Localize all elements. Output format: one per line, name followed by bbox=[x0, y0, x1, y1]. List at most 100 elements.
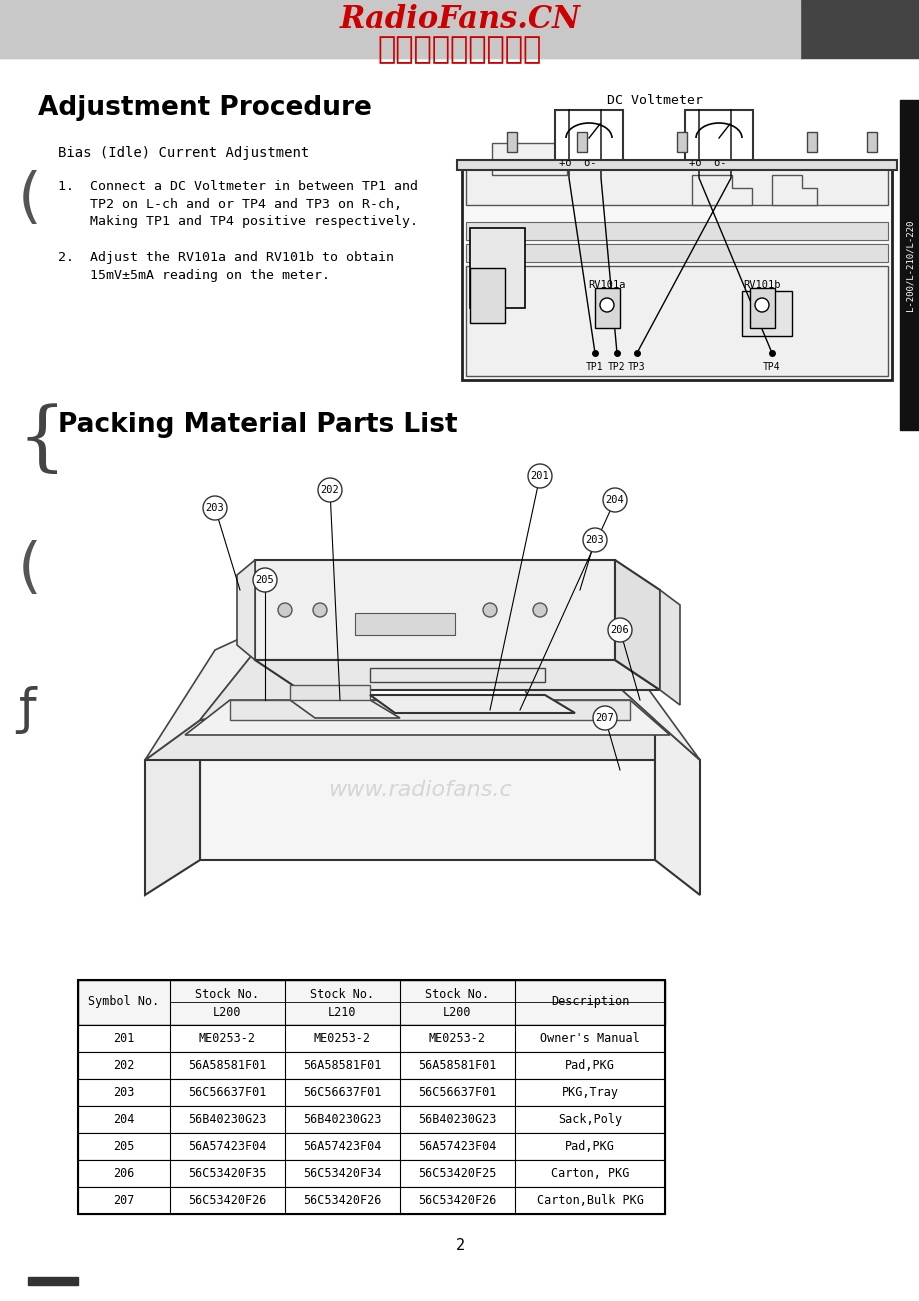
Text: TP3: TP3 bbox=[628, 362, 645, 372]
Text: Packing Material Parts List: Packing Material Parts List bbox=[58, 412, 457, 438]
Bar bbox=[492, 143, 566, 176]
Text: Pad,PKG: Pad,PKG bbox=[564, 1059, 614, 1072]
Text: 2.  Adjust the RV101a and RV101b to obtain: 2. Adjust the RV101a and RV101b to obtai… bbox=[58, 251, 393, 264]
Polygon shape bbox=[654, 719, 699, 895]
Polygon shape bbox=[550, 624, 699, 760]
Text: 203: 203 bbox=[585, 535, 604, 545]
Circle shape bbox=[607, 618, 631, 641]
Bar bbox=[457, 160, 896, 170]
Bar bbox=[78, 980, 664, 1025]
Text: {: { bbox=[18, 403, 66, 477]
Text: Sack,Poly: Sack,Poly bbox=[557, 1112, 621, 1125]
Bar bbox=[576, 131, 586, 152]
Circle shape bbox=[253, 569, 277, 592]
Polygon shape bbox=[230, 700, 630, 719]
Text: 201: 201 bbox=[113, 1032, 134, 1045]
Text: Adjustment Procedure: Adjustment Procedure bbox=[38, 95, 371, 121]
Circle shape bbox=[599, 298, 613, 312]
Text: ME0253-2: ME0253-2 bbox=[313, 1032, 370, 1045]
Text: (: ( bbox=[18, 540, 42, 600]
Polygon shape bbox=[369, 695, 574, 713]
Text: 56B40230G23: 56B40230G23 bbox=[303, 1112, 381, 1125]
Circle shape bbox=[278, 602, 291, 617]
Text: Stock No.: Stock No. bbox=[310, 987, 374, 1000]
Polygon shape bbox=[289, 700, 400, 718]
Text: 205: 205 bbox=[255, 575, 274, 585]
Bar bbox=[470, 228, 525, 308]
Text: ƒ: ƒ bbox=[18, 686, 36, 734]
Text: Symbol No.: Symbol No. bbox=[88, 995, 160, 1008]
Circle shape bbox=[602, 488, 627, 513]
Text: +o  o-: +o o- bbox=[559, 157, 596, 168]
Bar bbox=[78, 1053, 664, 1079]
Bar bbox=[78, 1106, 664, 1133]
Text: 56C53420F35: 56C53420F35 bbox=[188, 1167, 267, 1180]
Polygon shape bbox=[199, 719, 654, 860]
Text: 56C53420F25: 56C53420F25 bbox=[418, 1167, 496, 1180]
Text: ME0253-2: ME0253-2 bbox=[428, 1032, 485, 1045]
Bar bbox=[466, 265, 887, 376]
Bar bbox=[28, 1278, 78, 1285]
Text: Making TP1 and TP4 positive respectively.: Making TP1 and TP4 positive respectively… bbox=[58, 216, 417, 229]
Bar bbox=[685, 111, 752, 168]
Text: (: ( bbox=[18, 170, 42, 229]
Bar bbox=[899, 100, 919, 431]
Text: 56C56637F01: 56C56637F01 bbox=[303, 1086, 381, 1099]
Bar bbox=[866, 131, 876, 152]
Text: TP2 on L-ch and or TP4 and TP3 on R-ch,: TP2 on L-ch and or TP4 and TP3 on R-ch, bbox=[58, 198, 402, 211]
Circle shape bbox=[312, 602, 326, 617]
Text: Carton, PKG: Carton, PKG bbox=[550, 1167, 629, 1180]
Polygon shape bbox=[659, 589, 679, 705]
Bar bbox=[749, 288, 774, 328]
Text: 56C53420F26: 56C53420F26 bbox=[188, 1194, 267, 1207]
Circle shape bbox=[318, 477, 342, 502]
Bar bbox=[78, 1079, 664, 1106]
Bar bbox=[595, 288, 619, 328]
Text: 206: 206 bbox=[610, 624, 629, 635]
Text: 56C56637F01: 56C56637F01 bbox=[188, 1086, 267, 1099]
Circle shape bbox=[593, 706, 617, 730]
Text: L210: L210 bbox=[328, 1006, 357, 1019]
Polygon shape bbox=[199, 621, 349, 719]
Text: L-200/L-210/L-220: L-200/L-210/L-220 bbox=[904, 220, 913, 311]
Text: +o  o-: +o o- bbox=[688, 157, 726, 168]
Text: 56B40230G23: 56B40230G23 bbox=[188, 1112, 267, 1125]
Polygon shape bbox=[289, 686, 369, 700]
Bar bbox=[78, 980, 664, 1214]
Bar bbox=[466, 222, 887, 239]
Circle shape bbox=[583, 528, 607, 552]
Text: 1.  Connect a DC Voltmeter in between TP1 and: 1. Connect a DC Voltmeter in between TP1… bbox=[58, 180, 417, 193]
Text: L200: L200 bbox=[443, 1006, 471, 1019]
Text: 56C56637F01: 56C56637F01 bbox=[418, 1086, 496, 1099]
Polygon shape bbox=[255, 660, 659, 690]
Polygon shape bbox=[185, 700, 669, 735]
Text: TP4: TP4 bbox=[763, 362, 780, 372]
Text: 201: 201 bbox=[530, 471, 549, 481]
Text: 207: 207 bbox=[595, 713, 614, 723]
Text: Pad,PKG: Pad,PKG bbox=[564, 1140, 614, 1153]
Text: 2: 2 bbox=[455, 1237, 464, 1253]
Polygon shape bbox=[255, 559, 614, 660]
Bar bbox=[369, 667, 544, 682]
Text: 56A57423F04: 56A57423F04 bbox=[188, 1140, 267, 1153]
Text: L200: L200 bbox=[213, 1006, 242, 1019]
Bar bbox=[461, 168, 891, 380]
Text: 56C53420F34: 56C53420F34 bbox=[303, 1167, 381, 1180]
Text: Carton,Bulk PKG: Carton,Bulk PKG bbox=[536, 1194, 642, 1207]
Bar bbox=[78, 1133, 664, 1160]
Polygon shape bbox=[614, 559, 659, 690]
Bar bbox=[806, 131, 816, 152]
Bar bbox=[676, 131, 686, 152]
Text: ME0253-2: ME0253-2 bbox=[199, 1032, 255, 1045]
Bar bbox=[554, 111, 622, 168]
Text: 56A57423F04: 56A57423F04 bbox=[303, 1140, 381, 1153]
Circle shape bbox=[203, 496, 227, 520]
Circle shape bbox=[482, 602, 496, 617]
Text: 56C53420F26: 56C53420F26 bbox=[418, 1194, 496, 1207]
Polygon shape bbox=[145, 719, 699, 760]
Bar bbox=[466, 245, 887, 262]
Text: 203: 203 bbox=[206, 503, 224, 513]
Polygon shape bbox=[691, 176, 751, 206]
Text: Bias (Idle) Current Adjustment: Bias (Idle) Current Adjustment bbox=[58, 146, 309, 160]
Text: TP2: TP2 bbox=[607, 362, 625, 372]
